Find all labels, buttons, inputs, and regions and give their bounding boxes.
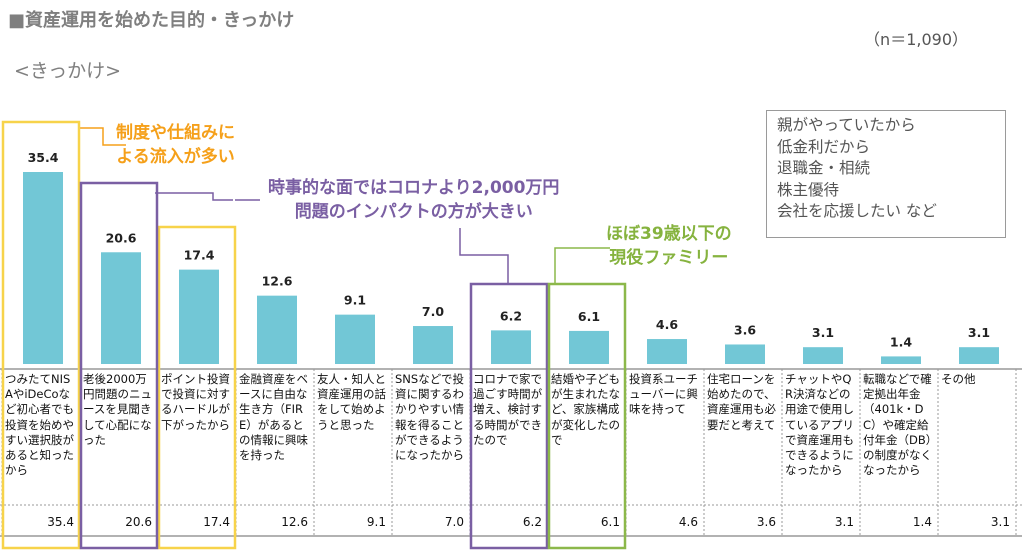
bar bbox=[881, 356, 921, 364]
others-detail-box: 親がやっていたから 低金利だから 退職金・相続 株主優待 会社を応援したい など bbox=[766, 110, 1006, 238]
table-value-cell: 3.6 bbox=[756, 515, 776, 529]
table-value-cell: 20.6 bbox=[125, 515, 152, 529]
bar-value-label: 4.6 bbox=[656, 317, 678, 332]
category-label: 老後2000万円問題のニュースを見聞きして心配になった bbox=[83, 372, 152, 447]
others-item: 低金利だから bbox=[777, 137, 871, 156]
category-label: SNSなどで投資に関するわかりやすい情報を得ることができるようになったから bbox=[395, 372, 464, 463]
category-label: 友人・知人と資産運用の話をして始めようと思った bbox=[317, 372, 386, 432]
highlight-frame bbox=[79, 181, 159, 550]
category-label: ポイント投資で投資に対するハードルが下がったから bbox=[161, 372, 230, 432]
table-value-cell: 7.0 bbox=[444, 515, 464, 529]
bar-value-label: 3.1 bbox=[968, 325, 990, 340]
callout-leader-line bbox=[459, 228, 509, 284]
table-value-cell: 9.1 bbox=[366, 515, 386, 529]
bar-value-label: 35.4 bbox=[28, 150, 59, 165]
bar bbox=[179, 269, 219, 364]
subtitle: <きっかけ> bbox=[14, 60, 122, 82]
callout-leader-line bbox=[80, 127, 126, 146]
category-label: その他 bbox=[941, 372, 976, 386]
bar-value-label: 3.1 bbox=[812, 325, 834, 340]
bar bbox=[725, 344, 765, 364]
others-item: 株主優待 bbox=[777, 180, 840, 199]
bar-value-label: 12.6 bbox=[262, 274, 293, 289]
bar bbox=[101, 252, 141, 364]
category-label: 結婚や子どもが生まれたなど、家族構成が変化したので bbox=[551, 372, 620, 447]
callout-system-inflow: 制度や仕組みに よる流入が多い bbox=[116, 121, 235, 169]
bar bbox=[335, 314, 375, 364]
table-value-cell: 4.6 bbox=[678, 515, 698, 529]
table-value-cell: 35.4 bbox=[47, 515, 74, 529]
category-label: 金融資産をベースに自由な生き方（FIRE）があるとの情報に興味を持った bbox=[239, 372, 308, 463]
table-value-cell: 1.4 bbox=[912, 515, 932, 529]
table-value-cell: 3.1 bbox=[990, 515, 1010, 529]
bar-value-label: 3.6 bbox=[734, 322, 756, 337]
bar bbox=[257, 295, 297, 364]
bar bbox=[959, 347, 999, 364]
category-label: コロナで家で過ごす時間が増え、検討する時間ができたので bbox=[473, 372, 543, 447]
bar-value-label: 7.0 bbox=[422, 304, 444, 319]
category-label: チャットやQR決済などの用途で使用しているアプリで資産運用もできるようになったか… bbox=[785, 372, 854, 478]
callout-line: 現役ファミリー bbox=[609, 248, 729, 268]
bar-value-label: 9.1 bbox=[344, 293, 366, 308]
callout-line: 制度や仕組みに bbox=[116, 123, 235, 143]
category-label: 住宅ローンを始めたので、資産運用も必要だと考えて bbox=[707, 372, 776, 432]
bar-value-label: 6.2 bbox=[500, 308, 522, 323]
callout-line: 時事的な面ではコロナより2,000万円 bbox=[268, 178, 560, 198]
table-value-cell: 6.1 bbox=[600, 515, 620, 529]
category-label: 転職などで確定拠出年金（401k・DC）や確定給付年金（DB）の制度がなくなった… bbox=[863, 372, 932, 478]
callout-covid-vs-20m: 時事的な面ではコロナより2,000万円 問題のインパクトの方が大きい bbox=[268, 176, 559, 224]
category-label: つみたてNISAやiDeCoなど初心者でも投資を始めやすい選択肢があると知ったか… bbox=[5, 372, 74, 478]
table-value-cell: 3.1 bbox=[834, 515, 854, 529]
callout-line: ほぼ39歳以下の bbox=[606, 224, 732, 244]
highlight-frame bbox=[157, 225, 237, 550]
bar bbox=[491, 330, 531, 364]
page-title: ■資産運用を始めた目的・きっかけ bbox=[8, 10, 295, 31]
table-value-cell: 12.6 bbox=[281, 515, 308, 529]
others-item: 会社を応援したい など bbox=[777, 202, 937, 220]
bar bbox=[413, 326, 453, 364]
callout-leader-line bbox=[554, 247, 610, 284]
table-value-cell: 6.2 bbox=[522, 515, 542, 529]
bar bbox=[803, 347, 843, 364]
bar-value-label: 6.1 bbox=[578, 309, 600, 324]
callout-line: 問題のインパクトの方が大きい bbox=[294, 202, 533, 222]
others-item: 退職金・相続 bbox=[777, 159, 871, 177]
callout-young-family: ほぼ39歳以下の 現役ファミリー bbox=[606, 222, 732, 270]
callout-leader-line bbox=[155, 192, 233, 201]
callout-line: よる流入が多い bbox=[116, 147, 235, 167]
highlight-frame bbox=[547, 282, 627, 550]
bar-value-label: 20.6 bbox=[106, 230, 137, 245]
others-item: 親がやっていたから bbox=[777, 116, 916, 134]
bar bbox=[23, 172, 63, 364]
bar-value-label: 1.4 bbox=[890, 334, 912, 349]
bar bbox=[647, 339, 687, 364]
bar bbox=[569, 330, 609, 364]
category-label: 投資系ユーチューバーに興味を持って bbox=[629, 372, 698, 417]
bar-value-label: 17.4 bbox=[184, 248, 215, 263]
highlight-frame bbox=[469, 282, 549, 550]
highlight-frame bbox=[1, 120, 81, 550]
sample-size: （n＝1,090） bbox=[864, 30, 968, 49]
table-value-cell: 17.4 bbox=[203, 515, 230, 529]
